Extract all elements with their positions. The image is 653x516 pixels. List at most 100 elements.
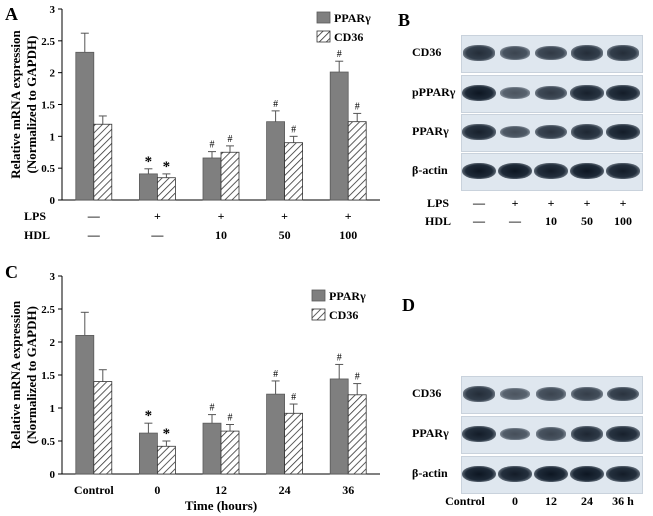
- blot-band: [500, 427, 530, 441]
- x-axis-label: Time (hours): [185, 498, 257, 513]
- significance-star: *: [163, 426, 171, 442]
- blot-band: [500, 388, 530, 400]
- bar-cd36: [347, 394, 367, 475]
- blot-hdl-label: HDL: [424, 214, 451, 228]
- blot-band: [500, 87, 530, 99]
- significance-hash: #: [355, 372, 360, 383]
- bar-ppar: [202, 422, 222, 475]
- y-tick-label: 3: [50, 4, 56, 16]
- significance-hash: #: [355, 101, 360, 112]
- significance-hash: #: [273, 99, 278, 110]
- significance-star: *: [145, 154, 153, 170]
- y-tick-label: 0: [50, 469, 56, 481]
- significance-hash: #: [291, 392, 296, 403]
- lps-value: +: [218, 209, 225, 223]
- y-axis-label: (Normalized to GAPDH): [24, 36, 39, 174]
- y-tick-label: 1: [50, 131, 56, 143]
- y-tick-label: 0.5: [41, 436, 55, 448]
- significance-hash: #: [228, 413, 233, 424]
- significance-hash: #: [210, 403, 215, 414]
- blot-row-label: pPPARγ: [412, 85, 456, 99]
- blot-band: [570, 84, 604, 101]
- hdl-value: 50: [279, 228, 291, 242]
- blot-band: [499, 125, 531, 139]
- y-tick-label: 1.5: [41, 370, 55, 382]
- blot-band: [535, 387, 567, 401]
- panel-letter-a: A: [5, 4, 18, 24]
- x-tick-label: 24: [279, 483, 291, 497]
- y-axis-label: Relative mRNA expression: [8, 300, 23, 449]
- blot-lane-label: Control: [445, 494, 485, 508]
- blot-band: [533, 465, 569, 483]
- blot-band: [462, 386, 496, 402]
- blot-band: [535, 124, 567, 140]
- blot-band: [607, 386, 639, 402]
- significance-star: *: [163, 159, 171, 175]
- blot-band: [606, 84, 640, 102]
- blot-lane-label: 0: [512, 494, 518, 508]
- blot-hdl-value: —: [473, 214, 485, 228]
- legend-swatch-ppar: [311, 289, 326, 302]
- hdl-value: —: [150, 228, 164, 242]
- legend-swatch-cd36: [316, 30, 331, 43]
- blot-band: [606, 162, 640, 180]
- blot-lps-value: —: [473, 196, 485, 210]
- bar-ppar: [266, 393, 286, 475]
- blot-band: [499, 46, 531, 60]
- blot-lane-label: 36 h: [612, 494, 634, 508]
- blot-band: [570, 426, 604, 442]
- lps-value: +: [281, 209, 288, 223]
- blot-band: [569, 465, 605, 483]
- blot-band: [534, 162, 568, 180]
- bar-cd36: [220, 430, 240, 475]
- hdl-value: 100: [339, 228, 357, 242]
- legend-label-cd36: CD36: [334, 30, 363, 44]
- blot-band: [570, 124, 604, 140]
- blot-band: [570, 45, 604, 61]
- blot-row-label: CD36: [412, 386, 442, 400]
- y-tick-label: 2.5: [41, 36, 55, 48]
- panel-letter-d: D: [402, 295, 415, 315]
- y-tick-label: 1.5: [41, 100, 55, 112]
- y-axis-label: Relative mRNA expression: [8, 29, 23, 178]
- blot-lane-label: 24: [581, 494, 593, 508]
- row-label-hdl: HDL: [24, 228, 50, 242]
- blot-band: [497, 162, 533, 180]
- blot-hdl-value: 10: [545, 214, 557, 228]
- bar-cd36: [156, 445, 176, 475]
- blot-band: [606, 465, 640, 483]
- blot-band: [606, 425, 640, 442]
- y-tick-label: 2: [50, 68, 56, 80]
- blot-band: [462, 45, 496, 61]
- blot-hdl-value: 50: [581, 214, 593, 228]
- blot-lps-value: +: [547, 196, 555, 210]
- blot-band: [535, 45, 567, 61]
- bar-ppar: [75, 334, 95, 475]
- significance-star: *: [145, 408, 153, 424]
- bar-ppar: [329, 378, 349, 475]
- blot-band: [535, 85, 567, 101]
- significance-hash: #: [210, 140, 215, 151]
- x-tick-label: 0: [154, 483, 160, 497]
- lps-value: +: [154, 209, 161, 223]
- blot-band: [571, 387, 603, 401]
- panel-letter-b: B: [398, 10, 411, 30]
- blot-lane-label: 12: [545, 494, 557, 508]
- blot-band: [462, 123, 496, 140]
- x-tick-label: 36: [342, 483, 354, 497]
- bar-cd36: [284, 412, 304, 475]
- blot-row-label: CD36: [412, 45, 442, 59]
- y-tick-label: 0: [50, 195, 56, 207]
- significance-hash: #: [337, 352, 342, 363]
- significance-hash: #: [228, 134, 233, 145]
- blot-band: [498, 465, 532, 483]
- y-tick-label: 1: [50, 403, 56, 415]
- blot-lps-value: +: [583, 196, 591, 210]
- blot-band: [461, 465, 497, 483]
- blot-lps-value: +: [511, 196, 519, 210]
- legend-label-ppar: PPARγ: [334, 11, 371, 25]
- significance-hash: #: [337, 49, 342, 60]
- blot-row-label: PPARγ: [412, 124, 449, 138]
- hdl-value: —: [87, 228, 101, 242]
